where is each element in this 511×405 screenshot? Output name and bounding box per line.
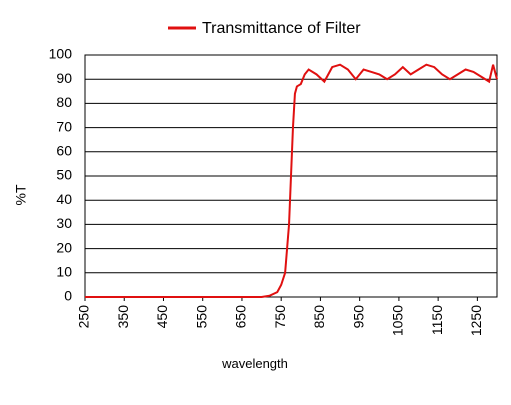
y-tick-label: 80 xyxy=(56,94,72,110)
y-tick-label: 10 xyxy=(56,264,72,280)
legend-label: Transmittance of Filter xyxy=(202,20,361,37)
x-tick-label: 650 xyxy=(233,305,249,329)
y-tick-label: 30 xyxy=(56,215,72,231)
y-tick-label: 20 xyxy=(56,239,72,255)
x-tick-label: 1050 xyxy=(390,305,406,336)
x-tick-label: 950 xyxy=(350,305,366,329)
x-tick-label: 550 xyxy=(193,305,209,329)
x-tick-label: 1150 xyxy=(429,305,445,335)
y-tick-label: 70 xyxy=(56,118,72,134)
x-tick-label: 250 xyxy=(76,305,92,329)
y-tick-label: 90 xyxy=(56,70,72,86)
y-tick-label: 100 xyxy=(49,46,73,62)
x-tick-label: 750 xyxy=(272,305,288,329)
data-line xyxy=(85,63,498,298)
y-tick-label: 0 xyxy=(64,288,72,304)
y-tick-label: 60 xyxy=(56,143,72,159)
y-tick-label: 50 xyxy=(56,167,72,183)
x-tick-label: 350 xyxy=(115,305,131,329)
x-axis-label: wavelength xyxy=(221,356,288,371)
x-tick-label: 1250 xyxy=(468,305,484,336)
x-tick-label: 450 xyxy=(154,305,170,329)
y-axis-label: %T xyxy=(13,184,29,205)
plot-frame xyxy=(84,54,498,298)
y-tick-label: 40 xyxy=(56,191,72,207)
x-tick-label: 850 xyxy=(311,305,327,329)
